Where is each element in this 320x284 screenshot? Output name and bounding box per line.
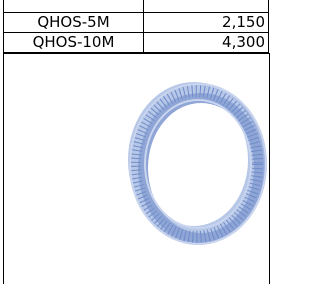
price-table: QHOS-5M 2,150 QHOS-10M 4,300 bbox=[3, 0, 269, 53]
table-row bbox=[4, 0, 269, 13]
price-cell: 2,150 bbox=[144, 13, 269, 33]
page: {"table": {"rows": [["QHOS-5M", "2,150"]… bbox=[0, 0, 271, 277]
model-cell: QHOS-5M bbox=[4, 13, 144, 33]
cell bbox=[4, 0, 144, 13]
hose-coil bbox=[130, 84, 266, 244]
hose-image bbox=[4, 54, 269, 278]
table-row: QHOS-5M 2,150 bbox=[4, 13, 269, 33]
coil-edge bbox=[130, 84, 266, 244]
model-cell: QHOS-10M bbox=[4, 33, 144, 53]
price-cell: 4,300 bbox=[144, 33, 269, 53]
cell bbox=[144, 0, 269, 13]
table-row: QHOS-10M 4,300 bbox=[4, 33, 269, 53]
coil-edge bbox=[145, 100, 251, 228]
image-box bbox=[3, 53, 270, 284]
